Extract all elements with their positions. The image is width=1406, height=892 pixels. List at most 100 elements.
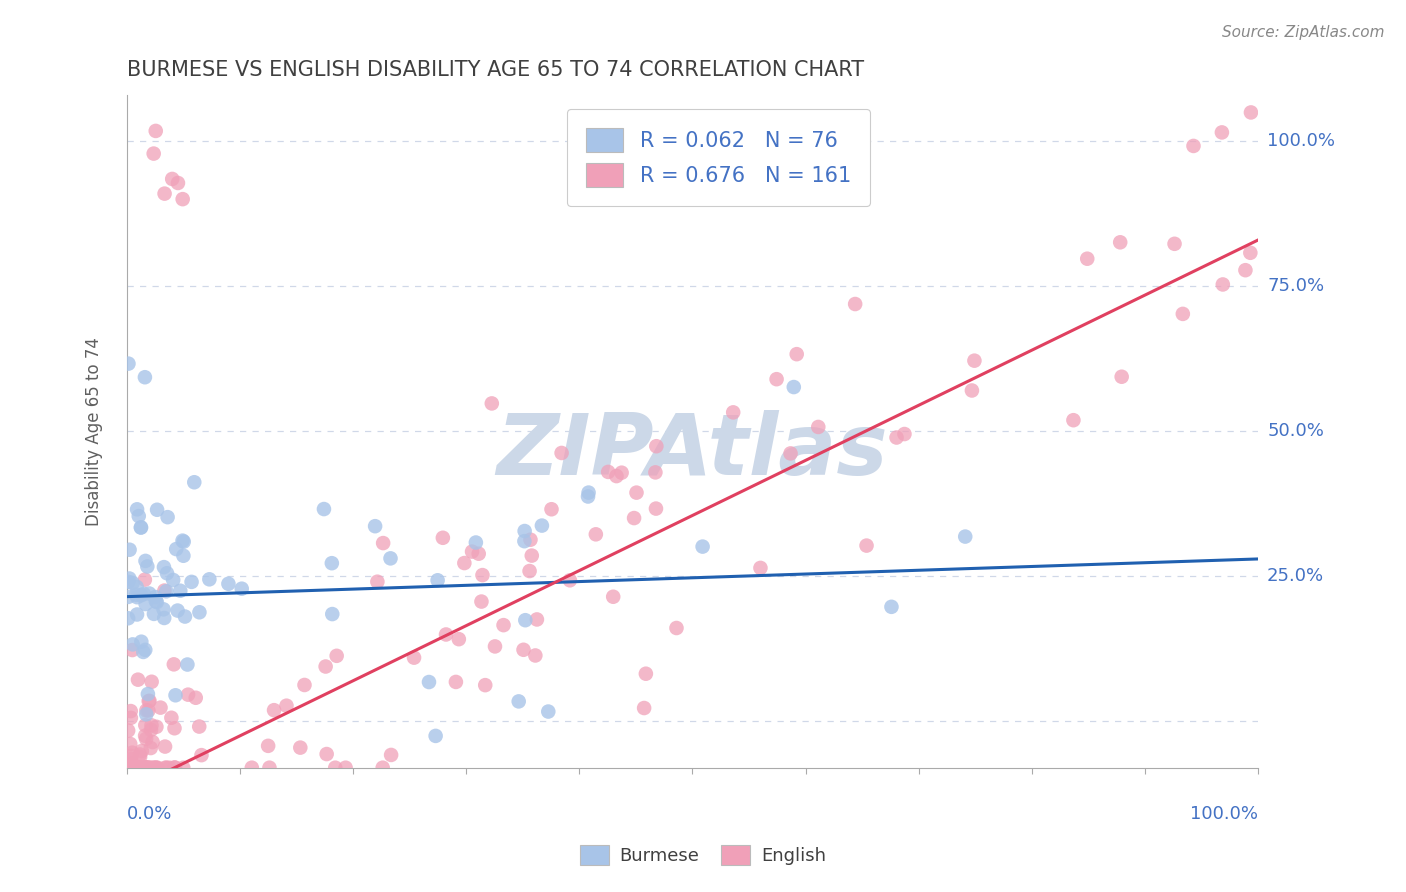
Point <box>122 761 145 775</box>
Point <box>321 556 343 570</box>
Point <box>188 720 211 734</box>
Point <box>184 690 207 705</box>
Point <box>779 446 801 460</box>
Point <box>134 370 156 384</box>
Point <box>520 549 543 563</box>
Point <box>177 688 200 702</box>
Point <box>453 556 475 570</box>
Point <box>1182 139 1205 153</box>
Point <box>172 192 194 206</box>
Point <box>519 533 541 547</box>
Text: 100.0%: 100.0% <box>1189 805 1258 822</box>
Point <box>623 511 645 525</box>
Point <box>134 729 156 743</box>
Point <box>135 597 157 611</box>
Point <box>153 186 176 201</box>
Point <box>124 761 146 775</box>
Point <box>471 568 494 582</box>
Point <box>117 761 139 775</box>
Text: 75.0%: 75.0% <box>1267 277 1324 295</box>
Point <box>145 761 167 775</box>
Point <box>134 643 156 657</box>
Point <box>526 612 548 626</box>
Point <box>145 594 167 608</box>
Point <box>121 761 143 775</box>
Point <box>138 761 160 775</box>
Point <box>645 501 668 516</box>
Point <box>634 666 657 681</box>
Point <box>880 599 903 614</box>
Point <box>135 761 157 775</box>
Point <box>120 752 142 766</box>
Text: 50.0%: 50.0% <box>1267 423 1324 441</box>
Point <box>141 674 163 689</box>
Point <box>721 405 744 419</box>
Point <box>644 466 666 480</box>
Point <box>886 430 908 444</box>
Text: 25.0%: 25.0% <box>1267 567 1324 585</box>
Point <box>335 761 357 775</box>
Point <box>963 353 986 368</box>
Point <box>129 520 152 534</box>
Point <box>146 502 169 516</box>
Point <box>153 611 176 625</box>
Point <box>172 533 194 548</box>
Point <box>540 502 562 516</box>
Point <box>134 554 156 568</box>
Point <box>165 542 187 557</box>
Point <box>610 466 633 480</box>
Point <box>380 551 402 566</box>
Point <box>537 705 560 719</box>
Point <box>169 583 191 598</box>
Point <box>132 761 155 775</box>
Point <box>276 698 298 713</box>
Point <box>692 540 714 554</box>
Point <box>138 704 160 718</box>
Point <box>163 760 186 774</box>
Point <box>364 519 387 533</box>
Point <box>163 657 186 672</box>
Point <box>135 761 157 775</box>
Point <box>138 694 160 708</box>
Point <box>217 576 239 591</box>
Point <box>461 544 484 558</box>
Point <box>1211 125 1233 139</box>
Point <box>550 446 572 460</box>
Point <box>153 739 176 754</box>
Point <box>474 678 496 692</box>
Point <box>117 611 139 625</box>
Point <box>124 761 146 775</box>
Point <box>132 587 155 601</box>
Point <box>315 659 337 673</box>
Point <box>426 574 449 588</box>
Point <box>143 761 166 775</box>
Point <box>138 761 160 775</box>
Point <box>120 711 142 725</box>
Point <box>121 761 143 775</box>
Text: ZIPAtlas: ZIPAtlas <box>496 410 889 493</box>
Point <box>128 509 150 524</box>
Point <box>131 588 153 602</box>
Point <box>626 485 648 500</box>
Point <box>139 761 162 775</box>
Point <box>132 645 155 659</box>
Point <box>165 761 187 775</box>
Point <box>135 731 157 746</box>
Point <box>960 384 983 398</box>
Point <box>121 637 143 651</box>
Point <box>783 380 806 394</box>
Point <box>128 747 150 762</box>
Text: 0.0%: 0.0% <box>127 805 173 822</box>
Point <box>180 574 202 589</box>
Point <box>807 420 830 434</box>
Point <box>156 510 179 524</box>
Point <box>1240 105 1263 120</box>
Point <box>173 534 195 549</box>
Point <box>153 560 176 574</box>
Point <box>145 124 167 138</box>
Point <box>138 586 160 600</box>
Point <box>146 595 169 609</box>
Point <box>418 675 440 690</box>
Point <box>371 761 394 775</box>
Point <box>121 746 143 760</box>
